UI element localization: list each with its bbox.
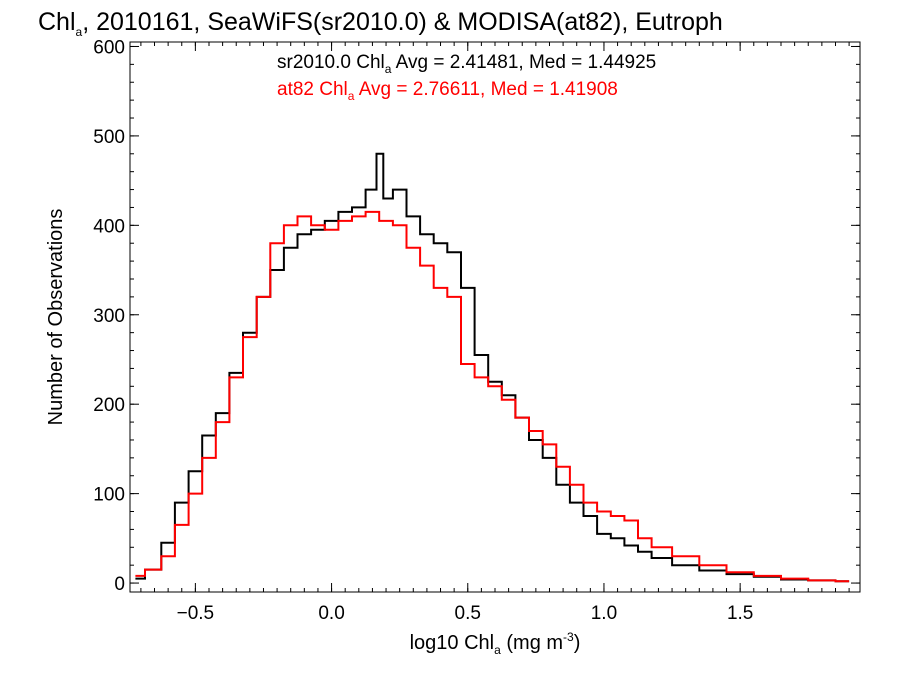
y-axis-label: Number of Observations xyxy=(45,209,67,426)
chart-title: Chla, 2010161, SeaWiFS(sr2010.0) & MODIS… xyxy=(38,8,723,39)
x-tick-label: 0.0 xyxy=(318,603,344,624)
y-tick-label: 0 xyxy=(114,574,125,595)
x-tick-label: 0.5 xyxy=(455,603,481,624)
plot-frame xyxy=(129,41,861,593)
series-layer xyxy=(135,152,850,583)
legend-entry-sr2010: sr2010.0 Chla Avg = 2.41481, Med = 1.449… xyxy=(277,52,656,76)
y-tick-label: 200 xyxy=(93,395,125,416)
y-tick-label: 100 xyxy=(93,485,125,506)
x-tick-label: −0.5 xyxy=(177,603,215,624)
x-tick-label: 1.5 xyxy=(727,603,753,624)
y-tick-label: 500 xyxy=(93,127,125,148)
y-tick-label: 400 xyxy=(93,216,125,237)
x-axis-label: log10 Chla (mg m-3) xyxy=(410,630,581,657)
tick-layer: −0.5 0.0 0.5 1.0 1.5 0 100 200 300 400 500 600 xyxy=(93,37,860,624)
legend-entry-at82: at82 Chla Avg = 2.76611, Med = 1.41908 xyxy=(277,79,618,103)
y-tick-label: 600 xyxy=(93,37,125,58)
y-tick-label: 300 xyxy=(93,306,125,327)
x-tick-label: 1.0 xyxy=(591,603,617,624)
histogram-series-1 xyxy=(135,210,850,583)
